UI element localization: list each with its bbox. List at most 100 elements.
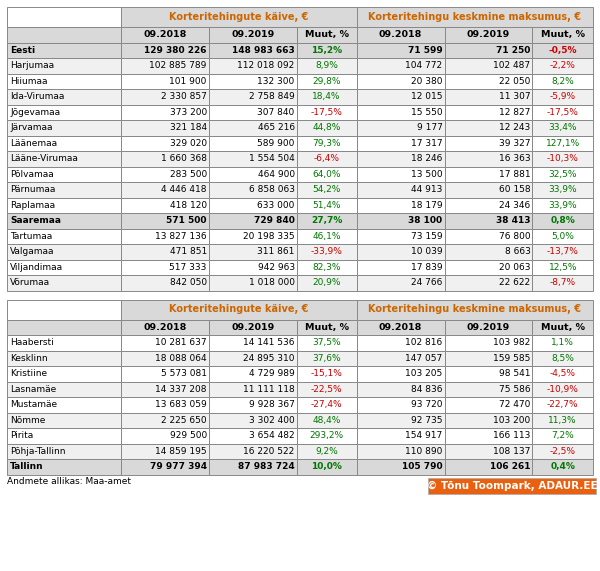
- Bar: [121, 7, 356, 27]
- Text: 589 900: 589 900: [257, 139, 295, 148]
- Bar: [297, 381, 356, 397]
- Bar: [297, 412, 356, 428]
- Text: 1 660 368: 1 660 368: [161, 154, 207, 163]
- Bar: [7, 275, 121, 291]
- Bar: [7, 27, 121, 42]
- Bar: [428, 477, 596, 493]
- Text: 75 586: 75 586: [499, 385, 530, 394]
- Text: Korteritehingute käive, €: Korteritehingute käive, €: [169, 304, 308, 315]
- Text: 942 963: 942 963: [257, 263, 295, 272]
- Text: 102 885 789: 102 885 789: [149, 61, 207, 70]
- Bar: [445, 320, 532, 335]
- Text: 104 772: 104 772: [406, 61, 443, 70]
- Bar: [356, 412, 445, 428]
- Text: 5 573 081: 5 573 081: [161, 369, 207, 378]
- Bar: [209, 120, 297, 135]
- Text: 09.2018: 09.2018: [143, 30, 187, 39]
- Text: 129 380 226: 129 380 226: [145, 46, 207, 55]
- Text: 15,2%: 15,2%: [311, 46, 342, 55]
- Text: 09.2018: 09.2018: [379, 323, 422, 332]
- Bar: [356, 335, 445, 351]
- Bar: [209, 198, 297, 213]
- Bar: [532, 198, 593, 213]
- Text: Korteritehingute käive, €: Korteritehingute käive, €: [169, 12, 308, 22]
- Text: 10,0%: 10,0%: [311, 463, 342, 471]
- Text: 2 758 849: 2 758 849: [249, 93, 295, 101]
- Bar: [121, 213, 209, 228]
- Text: Viljandimaa: Viljandimaa: [10, 263, 63, 272]
- Text: 09.2019: 09.2019: [467, 323, 510, 332]
- Bar: [445, 275, 532, 291]
- Bar: [121, 244, 209, 259]
- Bar: [121, 135, 209, 151]
- Text: Põhja-Tallinn: Põhja-Tallinn: [10, 447, 65, 456]
- Text: 54,2%: 54,2%: [313, 185, 341, 194]
- Bar: [297, 335, 356, 351]
- Bar: [209, 104, 297, 120]
- Bar: [445, 244, 532, 259]
- Bar: [356, 366, 445, 381]
- Bar: [532, 74, 593, 89]
- Bar: [121, 104, 209, 120]
- Bar: [7, 366, 121, 381]
- Text: 79,3%: 79,3%: [313, 139, 341, 148]
- Text: 3 654 482: 3 654 482: [249, 431, 295, 440]
- Bar: [7, 228, 121, 244]
- Bar: [356, 42, 445, 58]
- Bar: [121, 228, 209, 244]
- Bar: [297, 58, 356, 74]
- Text: 09.2019: 09.2019: [231, 323, 274, 332]
- Bar: [7, 198, 121, 213]
- Text: 159 585: 159 585: [493, 354, 530, 363]
- Bar: [297, 167, 356, 182]
- Bar: [532, 275, 593, 291]
- Bar: [209, 27, 297, 42]
- Bar: [297, 213, 356, 228]
- Bar: [445, 259, 532, 275]
- Bar: [445, 27, 532, 42]
- Text: 8,9%: 8,9%: [315, 61, 338, 70]
- Bar: [121, 428, 209, 444]
- Bar: [209, 182, 297, 198]
- Text: 1 018 000: 1 018 000: [249, 278, 295, 287]
- Bar: [356, 167, 445, 182]
- Bar: [121, 366, 209, 381]
- Text: 1 554 504: 1 554 504: [249, 154, 295, 163]
- Bar: [209, 397, 297, 412]
- Bar: [356, 7, 593, 27]
- Text: 106 261: 106 261: [490, 463, 530, 471]
- Text: 8 663: 8 663: [505, 247, 530, 256]
- Text: Muut, %: Muut, %: [541, 30, 585, 39]
- Bar: [445, 42, 532, 58]
- Text: Muut, %: Muut, %: [305, 323, 349, 332]
- Bar: [209, 381, 297, 397]
- Text: Tallinn: Tallinn: [10, 463, 44, 471]
- Bar: [7, 58, 121, 74]
- Bar: [121, 182, 209, 198]
- Text: 11 111 118: 11 111 118: [243, 385, 295, 394]
- Text: 147 057: 147 057: [405, 354, 443, 363]
- Text: 32,5%: 32,5%: [548, 170, 577, 179]
- Bar: [121, 412, 209, 428]
- Bar: [7, 89, 121, 104]
- Text: 24 895 310: 24 895 310: [243, 354, 295, 363]
- Text: Muut, %: Muut, %: [541, 323, 585, 332]
- Text: 12 243: 12 243: [499, 123, 530, 132]
- Text: -0,5%: -0,5%: [548, 46, 577, 55]
- Text: 102 487: 102 487: [493, 61, 530, 70]
- Text: 38 413: 38 413: [496, 216, 530, 225]
- Bar: [532, 320, 593, 335]
- Text: Muut, %: Muut, %: [305, 30, 349, 39]
- Bar: [297, 428, 356, 444]
- Text: 373 200: 373 200: [170, 108, 207, 116]
- Text: 8,2%: 8,2%: [551, 77, 574, 86]
- Bar: [7, 213, 121, 228]
- Text: 6 858 063: 6 858 063: [249, 185, 295, 194]
- Text: Korteritehingu keskmine maksumus, €: Korteritehingu keskmine maksumus, €: [368, 304, 581, 315]
- Text: 127,1%: 127,1%: [545, 139, 580, 148]
- Bar: [445, 351, 532, 366]
- Bar: [445, 397, 532, 412]
- Bar: [532, 397, 593, 412]
- Bar: [7, 428, 121, 444]
- Text: 16 220 522: 16 220 522: [244, 447, 295, 456]
